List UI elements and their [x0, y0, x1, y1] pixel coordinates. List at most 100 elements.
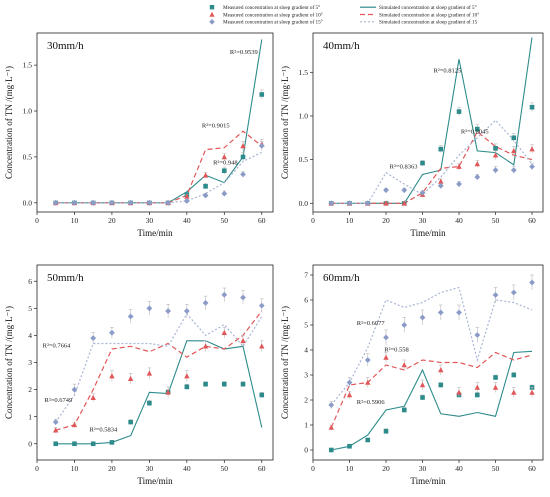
x-tick-label: 30 [146, 216, 154, 225]
measured-point-series-2 [401, 362, 407, 368]
y-axis-label: Concentration of TN /(mg·L⁻¹) [280, 306, 290, 419]
r2-annotation: R²=0.8045 [461, 128, 489, 135]
measured-point-series-2 [529, 146, 535, 152]
measured-point-series-3 [456, 181, 462, 187]
measured-point-series-3 [346, 379, 353, 386]
measured-point-series-1 [128, 419, 133, 425]
x-tick-label: 50 [492, 216, 500, 225]
measured-point-series-2 [165, 389, 171, 395]
simulated-line-series-3 [331, 119, 533, 204]
measured-point-series-1 [456, 109, 462, 114]
y-tick-label: 1.5 [23, 61, 33, 70]
simulated-line-series-1 [331, 37, 533, 204]
measured-point-series-1 [72, 441, 77, 447]
measured-point-series-3 [240, 294, 246, 301]
measured-point-series-3 [346, 200, 353, 207]
simulated-line-series-1 [331, 350, 533, 451]
measured-point-series-2 [184, 373, 190, 379]
measured-point-series-3 [90, 199, 97, 206]
y-tick-label: 0.0 [299, 199, 309, 208]
measured-point-series-3 [221, 190, 228, 197]
measured-point-series-2 [438, 367, 444, 373]
x-tick-label: 10 [71, 464, 79, 473]
plot-frame [36, 32, 274, 213]
measured-point-series-3 [202, 300, 209, 306]
measured-point-series-2 [259, 343, 265, 349]
simulated-line-series-1 [55, 39, 263, 204]
measured-point-series-1 [203, 183, 208, 189]
measured-point-series-1 [474, 392, 480, 398]
measured-point-series-1 [383, 428, 389, 434]
measured-point-series-3 [90, 335, 97, 342]
legend-label: Measured concentration at sloep gradient… [223, 4, 320, 11]
legend-label: Simulated concentration at sloep gradien… [379, 4, 477, 11]
legend-marker [209, 19, 215, 25]
measured-point-series-2 [221, 329, 228, 336]
y-tick-label: 0.5 [23, 153, 33, 162]
plot-frame [312, 264, 544, 461]
y-tick-label: 3 [28, 358, 32, 367]
r2-annotation: R²=0.558 [384, 346, 409, 353]
x-tick-label: 30 [419, 464, 427, 473]
measured-point-series-3 [71, 386, 78, 393]
y-tick-label: 7 [304, 271, 308, 280]
x-tick-label: 0 [35, 216, 39, 225]
r2-annotation: R²=0.8125 [433, 67, 461, 74]
plot-frame [36, 264, 274, 461]
simulated-line-series-2 [330, 351, 533, 428]
y-tick-label: 1.5 [299, 68, 309, 77]
measured-point-series-3 [328, 402, 335, 408]
measured-point-series-2 [71, 421, 78, 428]
measured-point-series-3 [474, 174, 481, 180]
y-tick-label: 1 [304, 421, 308, 430]
measured-point-series-3 [456, 309, 462, 316]
r2-annotation: R²=0.5834 [89, 427, 118, 434]
measured-point-series-1 [222, 381, 227, 387]
x-tick-label: 20 [108, 464, 116, 473]
panel-title: 50mm/h [47, 272, 84, 284]
y-tick-label: 4 [304, 346, 308, 355]
measured-point-series-2 [511, 147, 517, 154]
x-tick-label: 20 [382, 216, 390, 225]
r2-annotation: R²=0.9539 [230, 49, 258, 56]
y-tick-label: 0 [28, 439, 32, 448]
measured-point-series-3 [165, 308, 172, 314]
measured-point-series-1 [493, 145, 498, 151]
measured-point-series-3 [202, 192, 209, 199]
legend-item-simulated-3: Simulated concentration at sloep gradien… [360, 4, 477, 11]
measured-point-series-3 [419, 314, 426, 321]
measured-point-series-3 [240, 171, 246, 178]
measured-point-series-3 [383, 187, 389, 194]
x-tick-label: 0 [35, 464, 39, 473]
measured-point-series-1 [401, 407, 407, 413]
measured-point-series-1 [474, 126, 480, 132]
legend-marker [209, 11, 215, 17]
legend-item-simulated-4: Simulated concentration at sloep gradien… [360, 11, 479, 18]
measured-point-series-2 [365, 379, 371, 385]
measured-point-series-2 [202, 172, 209, 178]
y-tick-label: 0.5 [299, 155, 309, 164]
measured-point-series-3 [401, 322, 408, 328]
r2-annotation: R²=0.9015 [202, 123, 230, 130]
measured-point-series-1 [347, 443, 352, 449]
measured-point-series-1 [259, 92, 265, 97]
y-axis-label: Concentration of TN /(mg·L⁻¹) [280, 66, 290, 179]
measured-point-series-2 [474, 384, 480, 390]
y-tick-label: 2 [28, 385, 32, 394]
y-tick-label: 0.0 [23, 198, 33, 207]
simulated-line-series-2 [55, 130, 263, 204]
x-tick-label: 10 [346, 216, 354, 225]
x-tick-label: 20 [382, 464, 390, 473]
x-tick-label: 0 [311, 464, 315, 473]
legend-label: Measured concentration at sloep gradient… [223, 11, 323, 18]
y-tick-label: 2 [304, 396, 308, 405]
measured-point-series-3 [364, 200, 371, 207]
measured-point-series-2 [419, 382, 426, 388]
measured-point-series-2 [511, 389, 517, 395]
measured-point-series-2 [240, 143, 246, 149]
measured-point-series-3 [510, 289, 517, 296]
measured-point-series-2 [53, 427, 59, 433]
panel-title: 40mm/h [323, 40, 360, 52]
y-axis-label: Concentration of TN /(mg·L⁻¹) [4, 306, 14, 419]
y-tick-label: 6 [28, 277, 32, 286]
